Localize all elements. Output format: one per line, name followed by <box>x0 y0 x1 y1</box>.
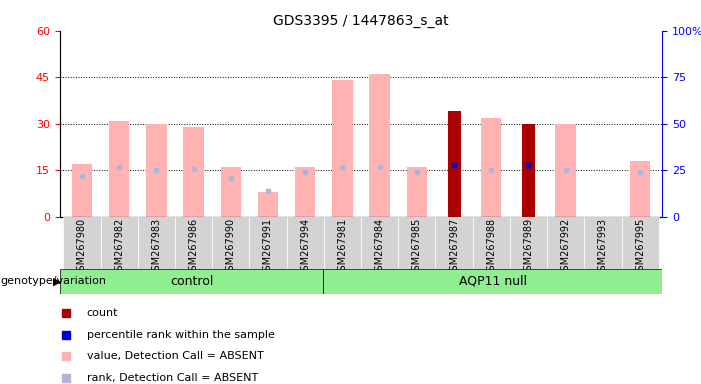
Text: GSM267988: GSM267988 <box>486 218 496 277</box>
Bar <box>369 74 390 217</box>
Text: GSM267987: GSM267987 <box>449 218 459 277</box>
Bar <box>332 80 353 217</box>
Bar <box>447 111 461 217</box>
Text: rank, Detection Call = ABSENT: rank, Detection Call = ABSENT <box>87 373 258 383</box>
Bar <box>547 217 585 269</box>
Text: value, Detection Call = ABSENT: value, Detection Call = ABSENT <box>87 351 264 361</box>
Bar <box>295 167 315 217</box>
Bar <box>212 217 250 269</box>
Bar <box>184 127 204 217</box>
Bar <box>258 192 278 217</box>
Bar <box>585 217 622 269</box>
Text: GSM267995: GSM267995 <box>635 218 645 277</box>
Bar <box>630 161 651 217</box>
Text: GSM267993: GSM267993 <box>598 218 608 277</box>
Text: genotype/variation: genotype/variation <box>0 276 106 286</box>
Bar <box>60 269 323 294</box>
Bar <box>287 217 324 269</box>
Bar <box>175 217 212 269</box>
Bar <box>510 217 547 269</box>
Text: percentile rank within the sample: percentile rank within the sample <box>87 330 275 340</box>
Text: count: count <box>87 308 118 318</box>
Bar <box>100 217 137 269</box>
Bar <box>361 217 398 269</box>
Bar <box>522 124 535 217</box>
Bar <box>407 167 427 217</box>
Text: GSM267994: GSM267994 <box>300 218 311 277</box>
Bar <box>72 164 92 217</box>
Bar <box>146 124 167 217</box>
Text: GSM267981: GSM267981 <box>337 218 348 277</box>
Bar <box>398 217 435 269</box>
Bar <box>555 124 576 217</box>
Text: GSM267983: GSM267983 <box>151 218 161 277</box>
Text: GSM267984: GSM267984 <box>374 218 385 277</box>
Bar <box>221 167 241 217</box>
Bar <box>435 217 472 269</box>
Bar <box>63 217 100 269</box>
Text: GSM267982: GSM267982 <box>114 218 124 277</box>
Text: GSM267985: GSM267985 <box>411 218 422 277</box>
Title: GDS3395 / 1447863_s_at: GDS3395 / 1447863_s_at <box>273 14 449 28</box>
Text: GSM267992: GSM267992 <box>561 218 571 277</box>
Bar <box>622 217 659 269</box>
Text: GSM267991: GSM267991 <box>263 218 273 277</box>
Text: GSM267986: GSM267986 <box>189 218 198 277</box>
Text: control: control <box>170 275 213 288</box>
Text: GSM267990: GSM267990 <box>226 218 236 277</box>
Text: GSM267989: GSM267989 <box>524 218 533 277</box>
Bar <box>324 217 361 269</box>
Bar <box>472 217 510 269</box>
Bar <box>481 118 501 217</box>
Bar <box>137 217 175 269</box>
Bar <box>250 217 287 269</box>
Bar <box>109 121 130 217</box>
Text: AQP11 null: AQP11 null <box>459 275 527 288</box>
Bar <box>323 269 662 294</box>
Text: GSM267980: GSM267980 <box>77 218 87 277</box>
Text: ▶: ▶ <box>53 276 62 286</box>
